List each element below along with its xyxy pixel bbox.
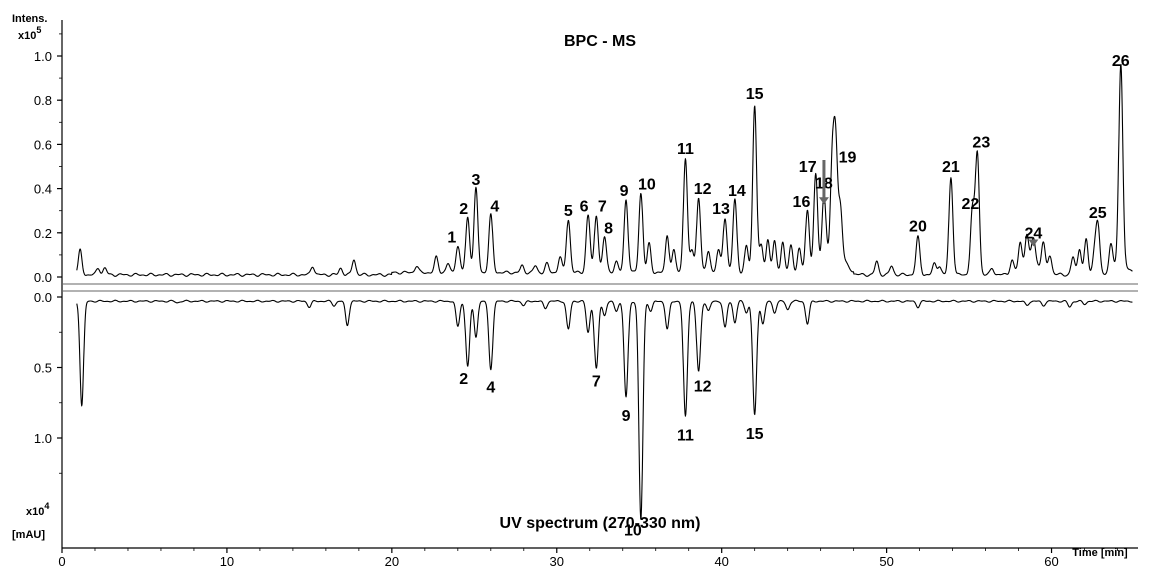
uv-peak-label: 12 (694, 379, 712, 396)
ms-peak-label: 2 (459, 201, 468, 218)
x-axis-ticks: 0 10 20 30 40 50 60 (58, 548, 1118, 569)
x-tick-label: 0 (58, 554, 65, 569)
ms-peak-label: 13 (712, 201, 730, 218)
ms-bpc-trace (76, 63, 1133, 277)
ms-peak-label: 12 (694, 181, 712, 198)
ms-peak-label: 21 (942, 159, 960, 176)
y-tick-label: 0.0 (34, 270, 52, 285)
uv-peak-label: 9 (622, 408, 631, 425)
ms-peak-label: 14 (728, 183, 746, 200)
ms-y-axis-ticks: 0.0 0.2 0.4 0.6 0.8 1.0 (34, 33, 62, 285)
x-tick-label: 40 (714, 554, 728, 569)
arrow-head (818, 197, 829, 205)
ms-peak-labels: 1234567891011121314151617181920212223242… (447, 53, 1129, 247)
ms-peak-label: 3 (472, 172, 481, 189)
ms-peak-label: 6 (580, 199, 589, 216)
ms-peak-label: 20 (909, 218, 927, 235)
ms-peak-label: 15 (746, 86, 764, 103)
uv-peak-label: 10 (624, 523, 642, 540)
x-tick-label: 60 (1044, 554, 1058, 569)
ms-peak-label: 16 (793, 194, 811, 211)
ms-y-label-exp: 5 (36, 25, 41, 35)
ms-peak-label: 8 (604, 221, 613, 238)
ms-y-label-base: x10 (18, 30, 36, 42)
y-tick-label: 0.0 (34, 290, 52, 305)
uv-y-label-line1: x104 (26, 501, 49, 518)
uv-peak-labels: 2 4 7 9 10 11 12 15 (459, 371, 763, 540)
uv-y-axis-ticks: 0.0 0.5 1.0 (34, 290, 62, 474)
ms-panel-title: BPC - MS (564, 33, 636, 50)
ms-peak-label: 24 (1024, 225, 1042, 242)
ms-peak-label: 26 (1112, 53, 1130, 70)
ms-peak-label: 7 (598, 199, 607, 216)
uv-trace (76, 299, 1133, 520)
annotation-arrows (818, 160, 1039, 247)
ms-peak-label: 23 (972, 134, 990, 151)
y-tick-label: 1.0 (34, 431, 52, 446)
uv-y-label-exp: 4 (44, 501, 49, 511)
ms-y-label-line1: Intens. (12, 13, 47, 25)
ms-peak-label: 1 (447, 229, 456, 246)
ms-peak-label: 9 (620, 183, 629, 200)
x-tick-label: 30 (550, 554, 564, 569)
y-tick-label: 0.8 (34, 93, 52, 108)
uv-peak-label: 7 (592, 374, 601, 391)
uv-panel-title: UV spectrum (270-330 nm) (500, 515, 701, 532)
x-tick-label: 10 (220, 554, 234, 569)
ms-peak-label: 22 (961, 196, 979, 213)
y-tick-label: 1.0 (34, 49, 52, 64)
ms-peak-label: 19 (839, 150, 857, 167)
y-tick-label: 0.5 (34, 361, 52, 376)
y-tick-label: 0.6 (34, 137, 52, 152)
ms-peak-label: 5 (564, 203, 573, 220)
y-tick-label: 0.2 (34, 226, 52, 241)
ms-peak-label: 25 (1089, 205, 1107, 222)
x-tick-label: 50 (879, 554, 893, 569)
uv-y-label-base: x10 (26, 506, 44, 518)
arrow-head (1028, 239, 1039, 247)
ms-peak-label: 17 (799, 159, 817, 176)
uv-peak-label: 11 (677, 428, 694, 445)
y-tick-label: 0.4 (34, 182, 52, 197)
ms-peak-label: 10 (638, 176, 656, 193)
x-axis-title: Time [min] (1072, 547, 1128, 559)
x-tick-label: 20 (385, 554, 399, 569)
uv-peak-label: 15 (746, 426, 764, 443)
uv-y-label-line2: [mAU] (12, 529, 45, 541)
ms-peak-label: 4 (490, 199, 499, 216)
uv-peak-label: 4 (486, 380, 495, 397)
ms-y-label-line2: x105 (18, 25, 41, 42)
uv-peak-label: 2 (459, 371, 468, 388)
ms-peak-label: 11 (677, 141, 694, 158)
